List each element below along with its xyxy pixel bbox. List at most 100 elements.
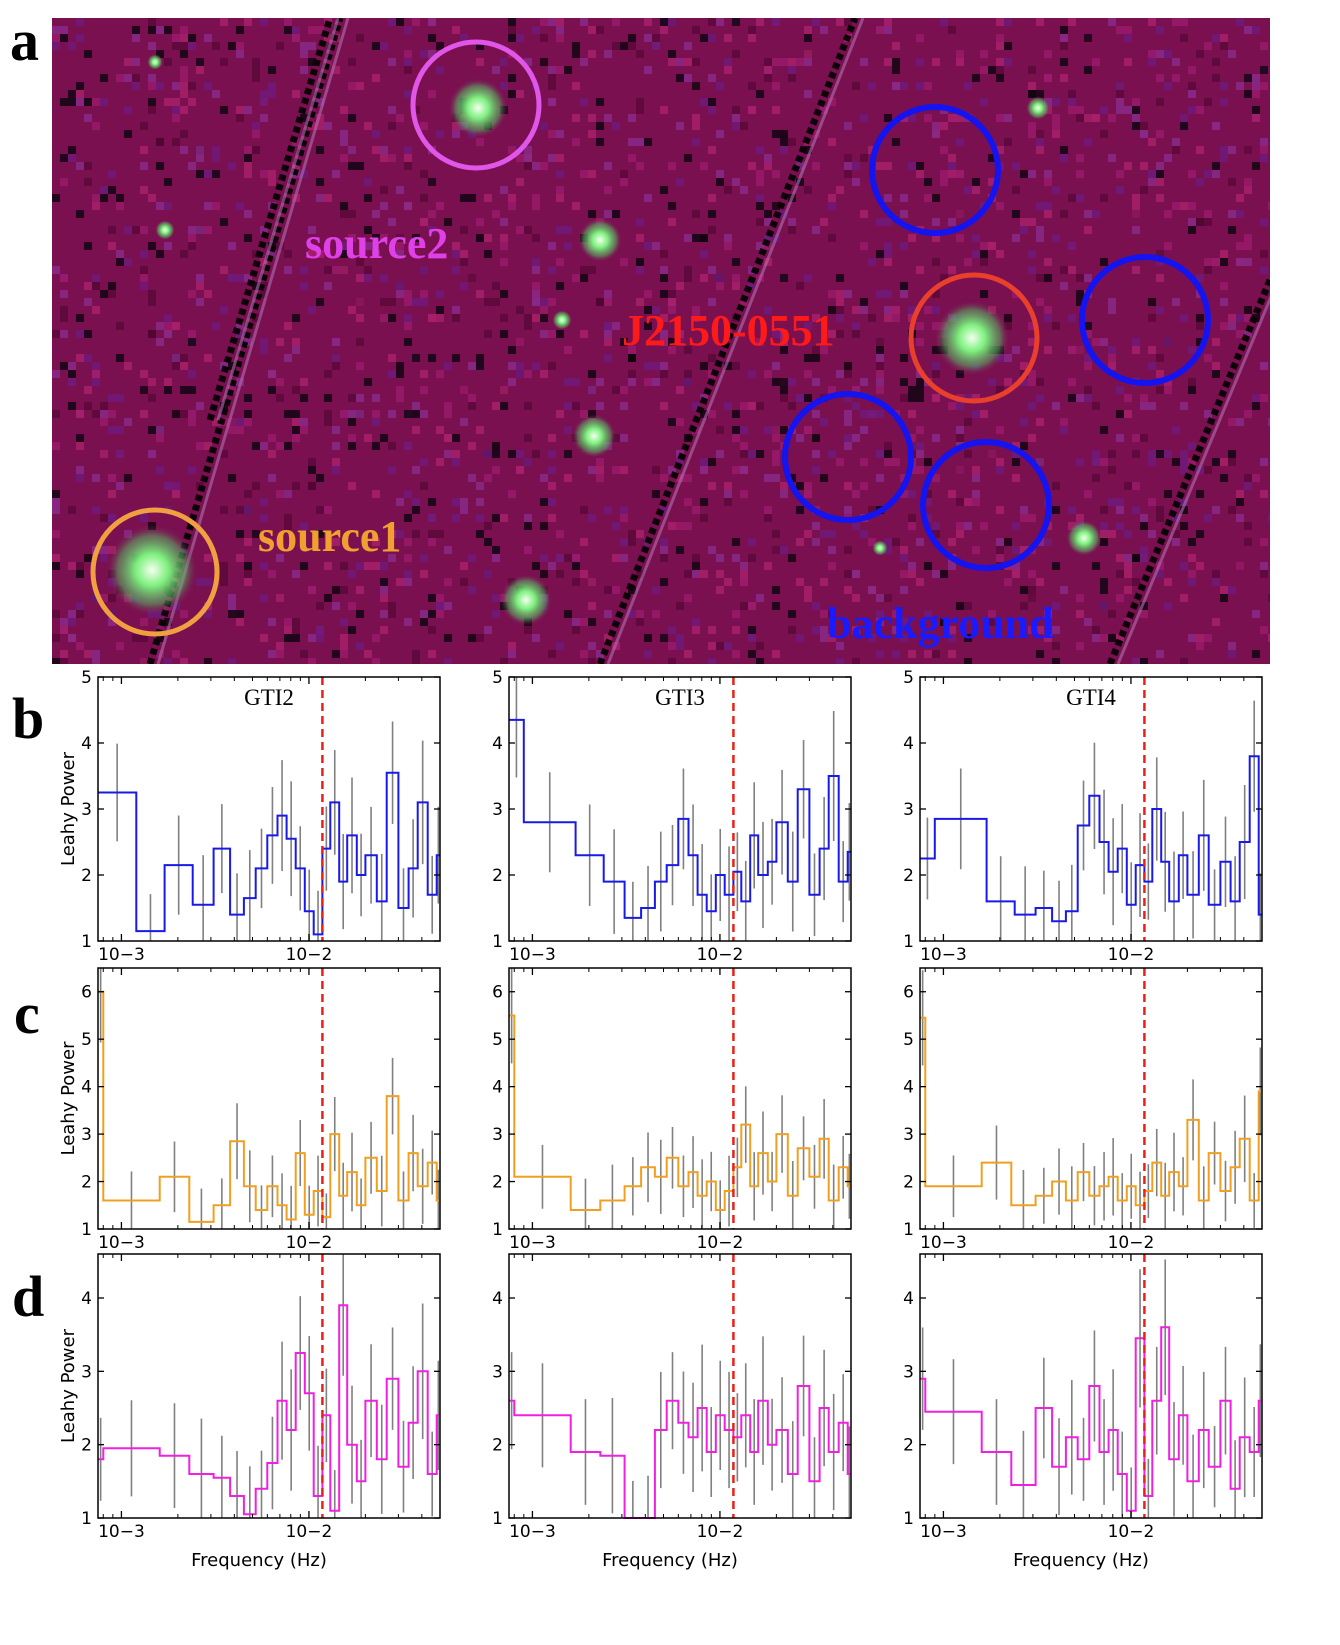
x-tick-label: 10−2: [286, 945, 333, 965]
y-tick-label: 4: [81, 1078, 92, 1098]
x-tick-label: 10−3: [920, 1522, 967, 1542]
y-tick-label: 3: [81, 800, 92, 820]
y-tick-label: 1: [903, 1220, 914, 1240]
power-spectrum-line: [920, 1326, 1262, 1512]
power-spectrum-line: [98, 1304, 440, 1516]
y-axis-label: Leahy Power: [58, 751, 79, 866]
y-tick-label: 4: [81, 734, 92, 754]
star: [147, 54, 163, 70]
power-spectrum-line: [509, 718, 851, 919]
y-tick-label: 4: [903, 734, 914, 754]
star: [448, 78, 508, 138]
y-tick-label: 2: [903, 1173, 914, 1193]
spectrum-panel-c-2: 1 2 3 4 5 6 10−3 10−2: [492, 967, 852, 1253]
x-tick-label: 10−2: [697, 1522, 744, 1542]
y-axis-label: Leahy Power: [58, 1328, 79, 1443]
axes-frame: [919, 1253, 1263, 1519]
star: [155, 220, 175, 240]
axes-frame: [919, 676, 1263, 942]
x-tick-label: 10−3: [509, 1522, 556, 1542]
y-tick-label: 4: [81, 1289, 92, 1309]
y-tick-label: 4: [492, 1289, 503, 1309]
spectrum-panel-b-1: 1 2 3 4 5 10−3 10−2 GTI2 Leahy Power: [58, 668, 441, 965]
power-spectra: 1 2 3 4 5 10−3 10−2 GTI2 Leahy Power 1 2 3 4 5 10−3 10−…: [58, 668, 1263, 1571]
x-axis-label: Frequency (Hz): [602, 1550, 738, 1571]
x-tick-label: 10−2: [1108, 945, 1155, 965]
x-tick-label: 10−3: [920, 945, 967, 965]
star: [1026, 96, 1050, 120]
x-axis-label: Frequency (Hz): [191, 1550, 327, 1571]
source2-region-circle: [410, 39, 542, 171]
y-tick-label: 3: [492, 1125, 503, 1145]
y-tick-label: 2: [81, 866, 92, 886]
y-tick-label: 4: [903, 1078, 914, 1098]
y-tick-label: 2: [492, 1173, 503, 1193]
spectrum-panel-c-1: 1 2 3 4 5 6 10−3 10−2 Leahy Power: [58, 967, 441, 1253]
y-tick-label: 5: [81, 668, 92, 688]
x-tick-label: 10−2: [286, 1522, 333, 1542]
detector-gap-edge: [606, 18, 865, 664]
star: [552, 310, 572, 330]
y-tick-label: 2: [492, 866, 503, 886]
spectrum-panel-b-3: 1 2 3 4 5 10−3 10−2 GTI4: [903, 668, 1263, 965]
spectrum-panel-d-2: 1 2 3 4 10−3 10−2 Frequency (Hz): [492, 1253, 852, 1571]
y-tick-label: 5: [903, 1030, 914, 1050]
x-tick-label: 10−2: [1108, 1233, 1155, 1253]
x-tick-label: 10−2: [1108, 1522, 1155, 1542]
power-spectrum-line: [920, 755, 1262, 923]
y-tick-label: 1: [492, 1509, 503, 1529]
background-region-circle: [869, 104, 1001, 236]
y-tick-label: 6: [81, 983, 92, 1003]
region-label: J2150-0551: [622, 306, 835, 355]
x-tick-label: 10−2: [697, 1233, 744, 1253]
spectrum-panel-b-2: 1 2 3 4 5 10−3 10−2 GTI3: [492, 668, 852, 965]
y-tick-label: 1: [81, 1509, 92, 1529]
power-spectrum-line: [98, 771, 440, 936]
y-tick-label: 5: [903, 668, 914, 688]
y-tick-label: 3: [81, 1362, 92, 1382]
target-region-circle: [908, 272, 1040, 404]
region-label: source2: [305, 219, 448, 268]
star: [1066, 520, 1102, 556]
spectrum-panel-d-1: 1 2 3 4 10−3 10−2 Leahy Power Frequency (Hz): [58, 1253, 441, 1571]
y-tick-label: 6: [903, 983, 914, 1003]
detector-gap: [596, 18, 859, 664]
x-tick-label: 10−3: [509, 945, 556, 965]
axes-frame: [508, 967, 852, 1230]
y-axis-label: Leahy Power: [58, 1041, 79, 1156]
y-tick-label: 2: [492, 1436, 503, 1456]
panel-letter-d: d: [12, 1264, 45, 1329]
panel-letter-c: c: [14, 981, 40, 1046]
y-tick-label: 1: [81, 932, 92, 952]
spectrum-panel-d-3: 1 2 3 4 10−3 10−2 Frequency (Hz): [903, 1253, 1263, 1571]
x-tick-label: 10−3: [98, 945, 145, 965]
axes-frame: [97, 1253, 441, 1519]
star: [872, 540, 888, 556]
y-tick-label: 2: [81, 1436, 92, 1456]
axes-frame: [97, 676, 441, 942]
y-tick-label: 5: [492, 668, 503, 688]
y-tick-label: 4: [492, 1078, 503, 1098]
star: [572, 414, 616, 458]
region-label: background: [827, 599, 1054, 648]
y-tick-label: 1: [492, 932, 503, 952]
y-tick-label: 3: [492, 1362, 503, 1382]
power-spectrum-line: [509, 1014, 851, 1211]
sky-image: [52, 18, 1270, 664]
axes-frame: [97, 967, 441, 1230]
x-tick-label: 10−3: [509, 1233, 556, 1253]
power-spectrum-line: [920, 1016, 1262, 1207]
y-tick-label: 4: [903, 1289, 914, 1309]
y-tick-label: 3: [903, 1125, 914, 1145]
x-tick-label: 10−3: [98, 1522, 145, 1542]
region-label: source1: [258, 512, 401, 561]
x-tick-label: 10−2: [697, 945, 744, 965]
background-region-circle: [920, 439, 1052, 571]
x-tick-label: 10−3: [920, 1233, 967, 1253]
y-tick-label: 6: [492, 983, 503, 1003]
y-tick-label: 1: [81, 1220, 92, 1240]
y-tick-label: 1: [903, 1509, 914, 1529]
panel-title: GTI3: [655, 685, 705, 710]
panel-title: GTI4: [1066, 685, 1116, 710]
y-tick-label: 5: [492, 1030, 503, 1050]
